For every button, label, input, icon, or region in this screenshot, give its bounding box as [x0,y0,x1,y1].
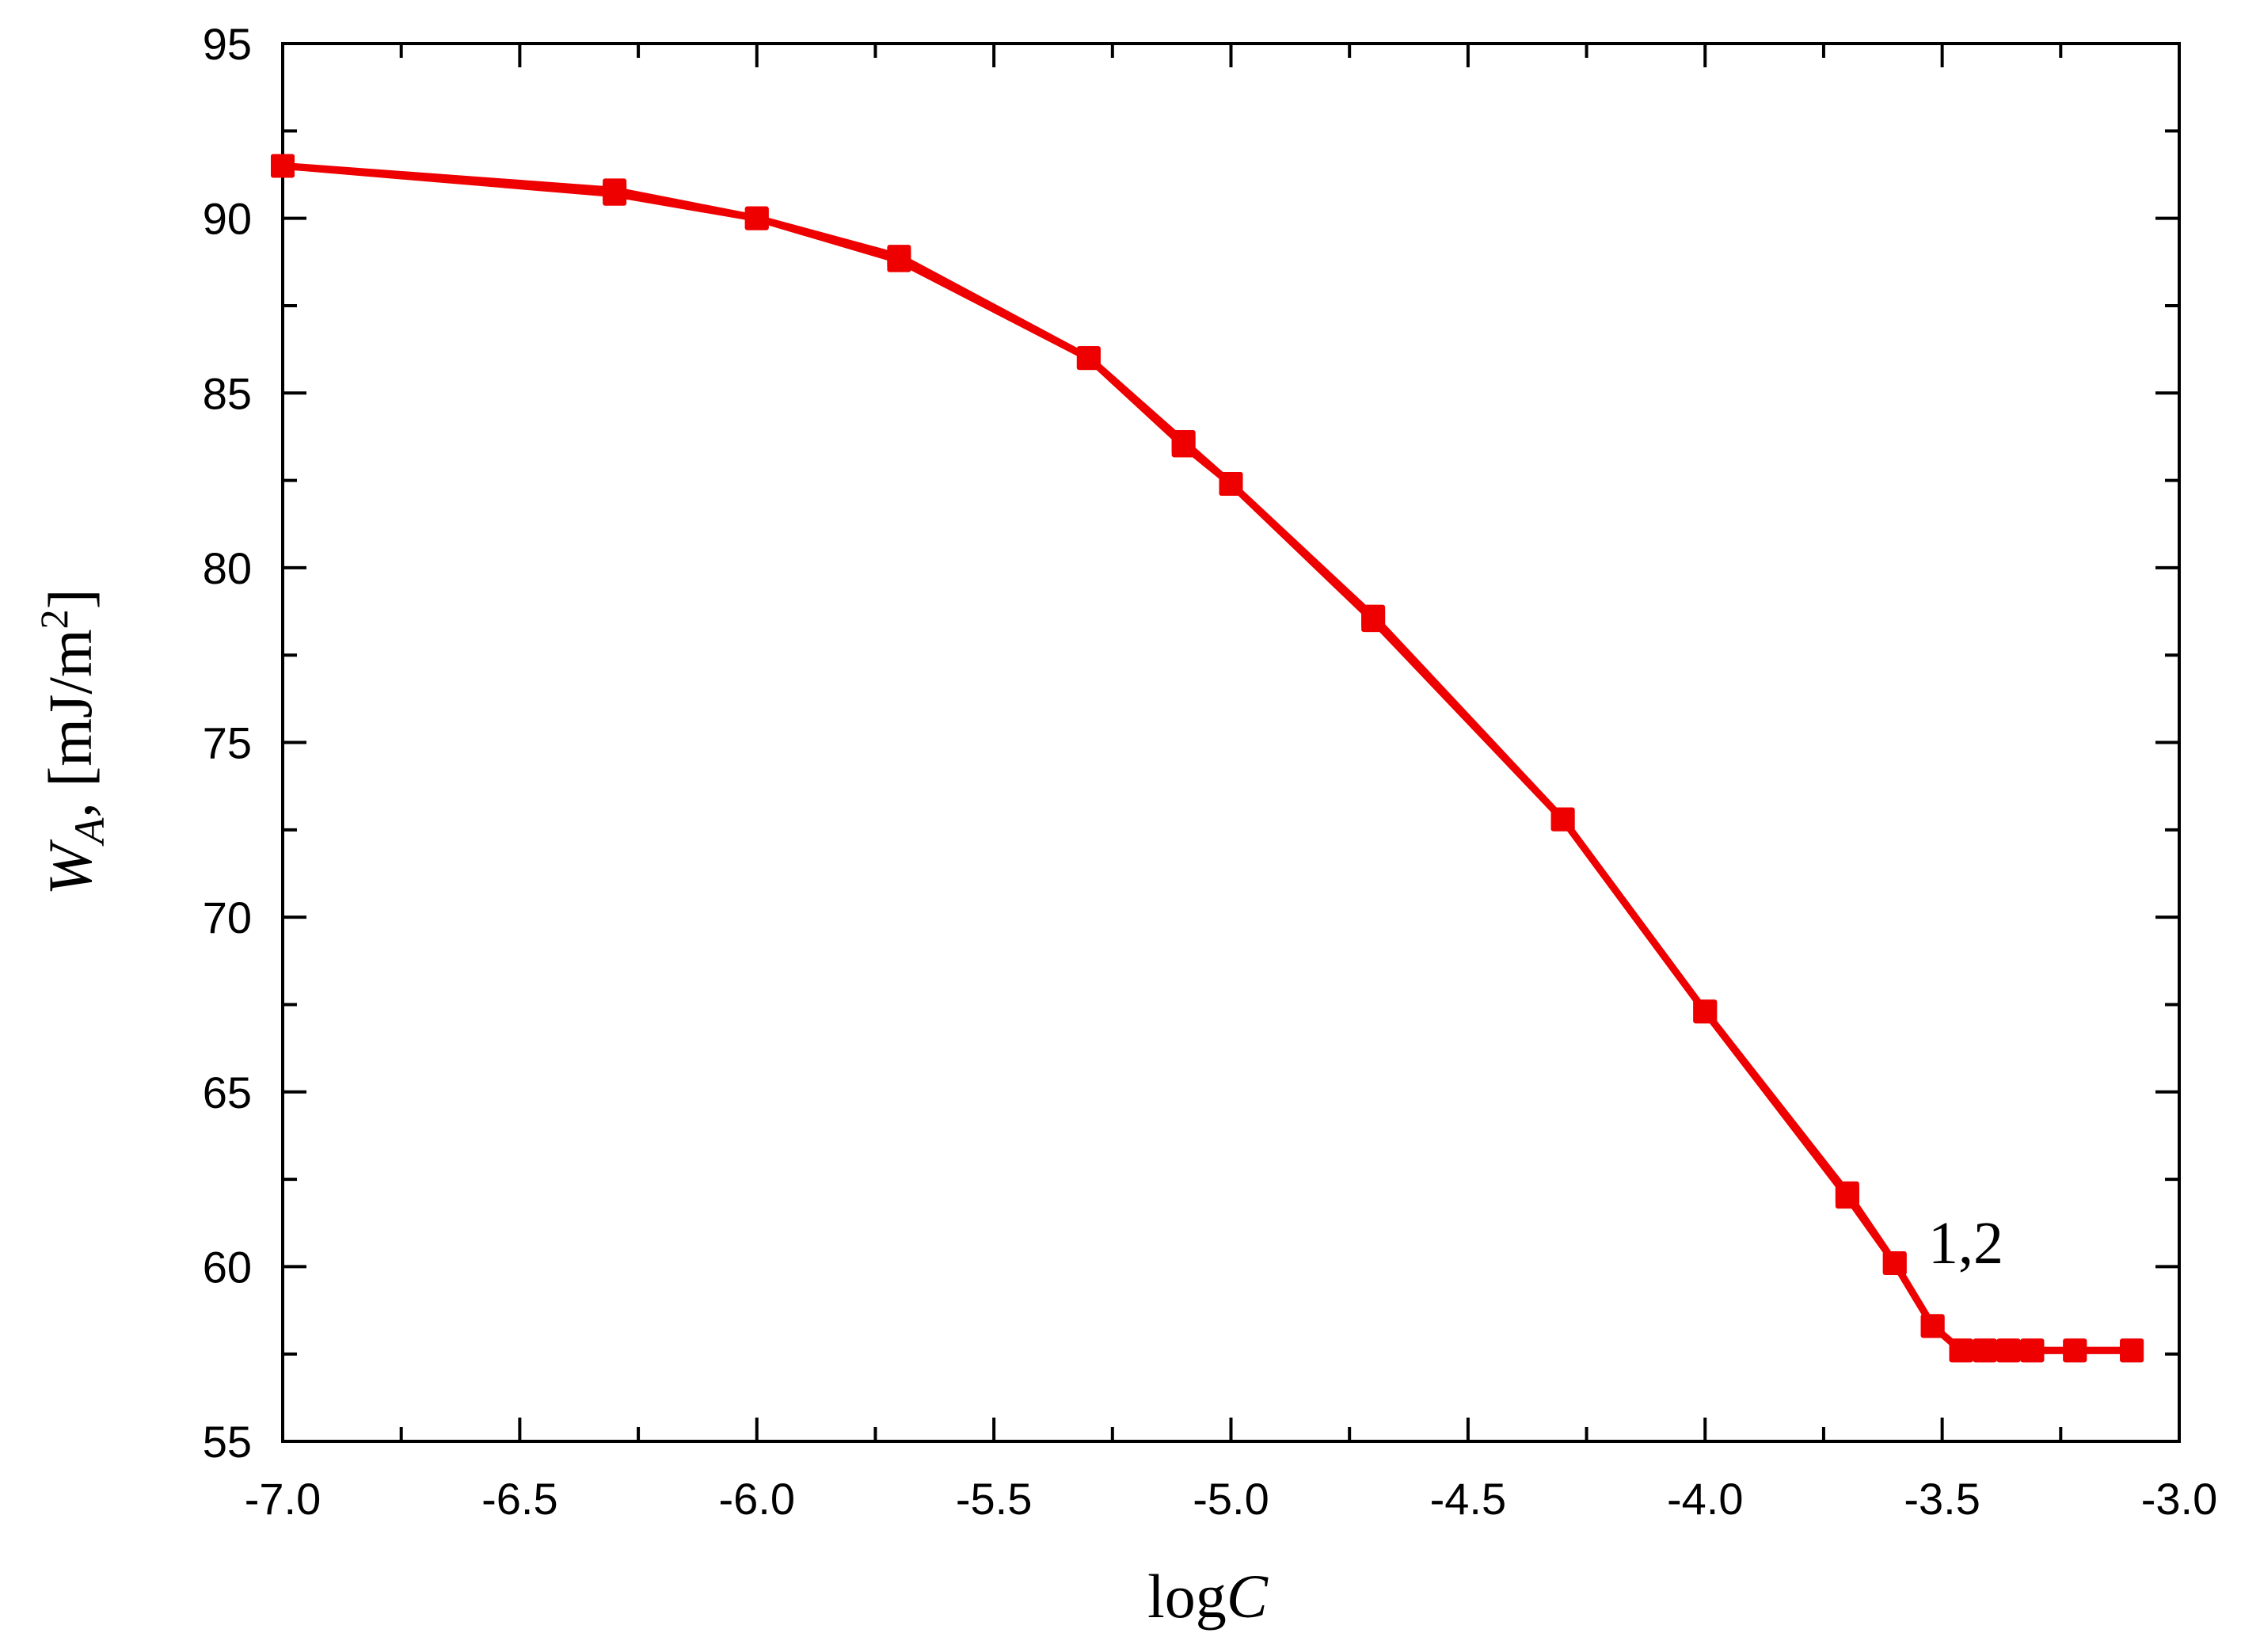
data-point [2120,1338,2144,1363]
y-tick-label: 75 [203,718,252,768]
tick-labels: -7.0 -6.5 -6.0 -5.5 -5.0 -4.5 -4.0 -3.5 -3.0 55 60… [203,19,2218,1524]
plot-frame [281,42,2181,1443]
y-tick-label: 65 [203,1068,252,1117]
axis-ticks [281,42,2181,1443]
x-tick-label: -3.0 [2141,1474,2218,1524]
data-point [1076,346,1101,371]
data-point [1219,471,1243,496]
y-tick-label: 85 [203,368,252,418]
series-line-2 [282,162,2133,1354]
data-point [1882,1250,1907,1275]
x-tick-label: -4.5 [1430,1474,1507,1524]
y-axis-title: WA, [mJ/m2] [32,588,113,895]
x-tick-label: -3.5 [1904,1474,1980,1524]
data-point [744,206,769,230]
data-point [1920,1314,1945,1338]
annotation-label: 1,2 [1928,1210,2003,1277]
data-point [1996,1338,2021,1363]
y-tick-label: 60 [203,1242,252,1292]
y-axis-title-sup: 2 [32,609,76,629]
x-axis-title: logC [1147,1562,1269,1631]
x-tick-label: -5.0 [1193,1474,1269,1524]
x-tick-label: -5.5 [956,1474,1033,1524]
y-axis-title-sub: A [66,817,113,847]
y-tick-label: 55 [203,1417,252,1467]
y-axis-title-var: W [36,839,105,896]
y-tick-label: 95 [203,19,252,69]
x-tick-label: -7.0 [245,1474,322,1524]
y-axis-title-unit: , [mJ/m [36,629,105,817]
data-point [887,248,911,272]
y-tick-label: 90 [203,194,252,244]
y-tick-label: 70 [203,893,252,942]
data-point [1361,608,1386,633]
data-point [271,154,295,178]
x-tick-label: -6.0 [719,1474,796,1524]
y-tick-label: 80 [203,543,252,593]
series-line-1 [282,162,2133,1354]
data-point [1973,1338,1997,1363]
x-axis-title-main: log [1147,1562,1227,1631]
data-point [1835,1185,1859,1209]
series-layer [271,154,2144,1363]
data-point [1949,1338,1973,1363]
data-point [1171,433,1196,458]
x-tick-label: -6.5 [481,1474,558,1524]
data-point [1693,999,1718,1024]
x-axis-title-var: C [1227,1562,1269,1631]
data-point [2020,1338,2045,1363]
x-tick-label: -4.0 [1667,1474,1744,1524]
data-point [2063,1338,2087,1363]
data-point [1550,807,1575,832]
data-point [603,181,627,206]
y-axis-title-close: ] [36,588,105,609]
